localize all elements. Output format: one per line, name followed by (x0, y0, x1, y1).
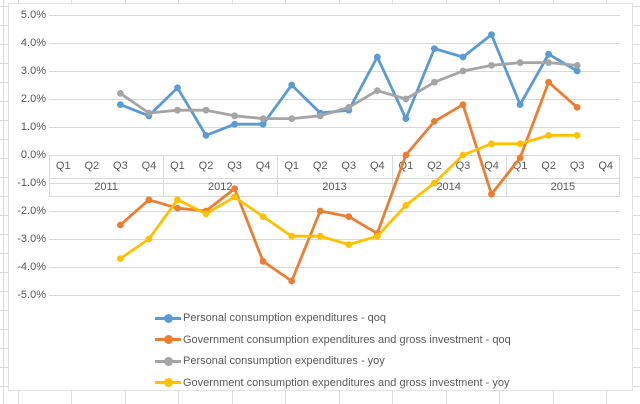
quarter-label: Q2 (84, 160, 100, 172)
quarter-label: Q4 (369, 160, 385, 172)
year-label: 2015 (550, 181, 576, 193)
y-axis-tick-label: 1.0% (20, 121, 46, 133)
plot-gridline (49, 71, 620, 72)
legend-label: Government consumption expenditures and … (183, 376, 510, 389)
y-axis-tick-label: -5.0% (17, 289, 46, 301)
legend-item-gov-yoy: Government consumption expenditures and … (155, 376, 510, 390)
legend-item-gov-qoq: Government consumption expenditures and … (155, 333, 511, 347)
quarter-label: Q1 (55, 160, 71, 172)
y-axis-tick-label: 3.0% (20, 65, 46, 77)
legend-item-pce-yoy: Personal consumption expenditures - yoy (155, 354, 385, 368)
legend-line-swatch-pce-yoy (155, 356, 181, 366)
y-axis-tick-label: -1.0% (17, 177, 46, 189)
quarter-label: Q4 (255, 160, 271, 172)
plot-gridline (49, 211, 620, 212)
quarter-label: Q3 (113, 160, 128, 172)
legend-line-swatch-gov-qoq (155, 335, 181, 345)
y-axis-tick-label: -2.0% (17, 205, 46, 217)
quarter-label: Q4 (141, 160, 157, 172)
y-axis-tick-label: 2.0% (20, 93, 46, 105)
legend-item-pce-qoq: Personal consumption expenditures - qoq (155, 311, 386, 325)
quarter-label: Q1 (284, 160, 300, 172)
quarter-label: Q2 (427, 160, 442, 172)
y-axis-tick-label: -3.0% (17, 233, 46, 245)
plot-gridline (49, 43, 620, 44)
legend-label: Personal consumption expenditures - yoy (183, 355, 385, 368)
year-label: 2013 (322, 181, 347, 193)
legend-marker-icon (164, 335, 173, 345)
plot-gridline (49, 295, 620, 296)
plot-gridline (49, 127, 620, 128)
quarter-label: Q2 (198, 160, 214, 172)
y-axis-tick-label: -4.0% (17, 261, 46, 273)
plot-gridline (49, 15, 620, 16)
quarter-label: Q3 (455, 160, 471, 172)
year-label: 2014 (436, 181, 461, 193)
legend-marker-icon (164, 313, 173, 323)
plot-gridline (49, 239, 620, 240)
year-label: 2011 (94, 181, 118, 193)
quarter-label: Q1 (170, 160, 185, 172)
sheet-column-gridline (3, 0, 4, 404)
quarter-label: Q1 (512, 160, 528, 172)
y-axis-tick-label: 0.0% (20, 149, 46, 161)
y-axis-tick-label: 4.0% (20, 37, 46, 49)
quarter-label: Q2 (541, 160, 556, 172)
legend-line-swatch-gov-yoy (155, 378, 181, 388)
quarter-label: Q3 (341, 160, 357, 172)
quarter-label: Q4 (598, 160, 614, 172)
legend-label: Government consumption expenditures and … (183, 333, 511, 346)
quarter-label: Q3 (569, 160, 585, 172)
year-label: 2012 (208, 181, 233, 193)
legend-marker-icon (164, 356, 173, 366)
y-axis-tick-label: 5.0% (20, 9, 46, 21)
legend-marker-icon (164, 378, 173, 388)
plot-gridline (49, 267, 620, 268)
quarter-label: Q4 (484, 160, 499, 172)
quarter-label: Q1 (398, 160, 414, 172)
quarter-label: Q2 (312, 160, 328, 172)
legend-line-swatch-pce-qoq (155, 313, 181, 323)
quarter-label: Q3 (227, 160, 242, 172)
plot-gridline (49, 99, 620, 100)
legend-label: Personal consumption expenditures - qoq (183, 312, 387, 324)
